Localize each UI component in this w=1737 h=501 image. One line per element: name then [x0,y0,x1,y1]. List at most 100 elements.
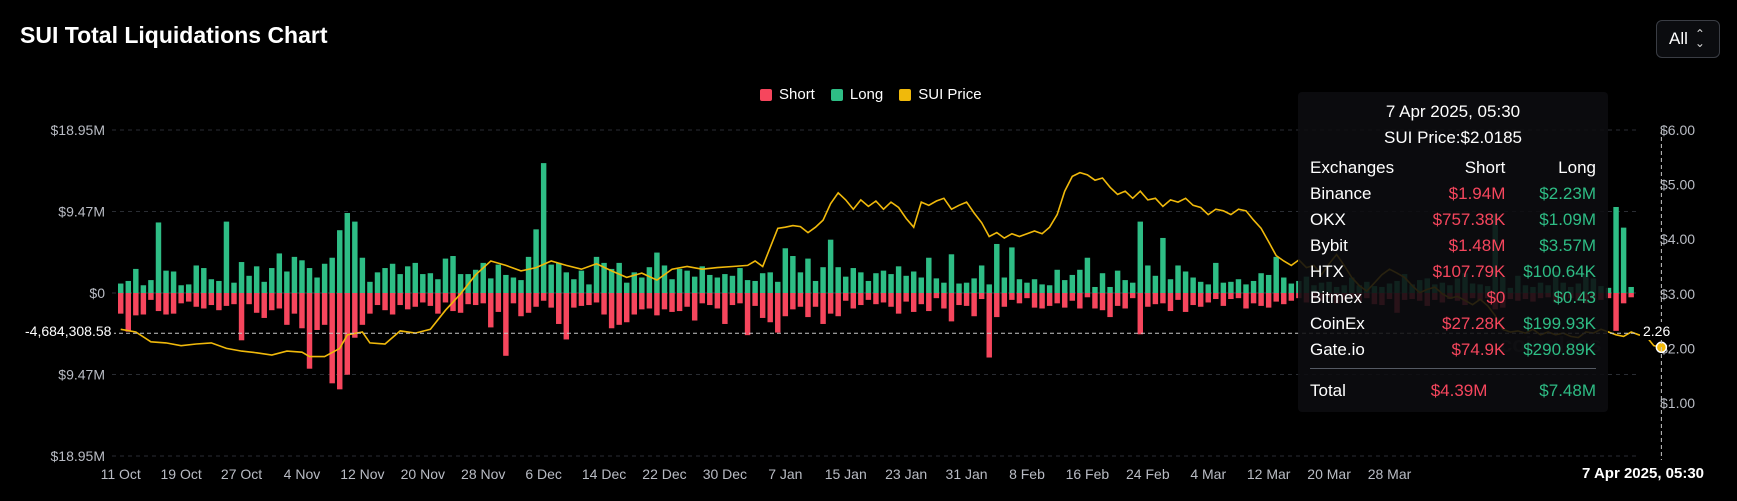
tooltip-total-table: Total $4.39M $7.48M [1310,377,1596,403]
long-bar [646,267,653,293]
long-bar [865,280,872,293]
short-bar [299,293,305,329]
legend-item-price[interactable]: SUI Price [899,86,982,103]
short-bar [525,293,532,313]
y-axis-left-tick: $9.47M [58,366,105,382]
short-bar [843,293,849,301]
long-bar [223,221,230,293]
long-bar [737,268,743,293]
x-axis-tick: 24 Feb [1126,466,1170,482]
crosshair-x-label: 7 Apr 2025, 05:30 [1576,463,1711,484]
long-bar [956,283,962,293]
long-bar [691,276,698,293]
short-bar [170,293,177,314]
short-bar [707,293,713,306]
short-bar [457,293,464,313]
short-bar [216,293,222,311]
tooltip-long: $100.64K [1523,261,1596,281]
long-bar [744,280,751,293]
short-bar [903,293,909,302]
long-bar [1009,247,1015,293]
long-bar [457,274,464,293]
short-bar [805,293,811,318]
x-axis-tick: 15 Jan [825,466,867,482]
y-axis-right-tick: $5.00 [1660,177,1695,193]
short-bar [1197,293,1204,307]
long-bar [284,271,290,293]
y-axis-right-tick: $6.00 [1660,122,1695,138]
long-bar [1069,274,1076,293]
short-bar [775,293,781,333]
short-bar [397,293,403,306]
short-bar [367,293,373,314]
long-bar [782,248,789,293]
long-bar [510,277,517,293]
long-bar [676,268,683,293]
legend-item-short[interactable]: Short [760,86,815,103]
x-axis-tick: 11 Oct [101,466,141,482]
short-bar [1265,293,1272,308]
y-axis-right-tick: $4.00 [1660,231,1695,247]
short-bar [646,293,653,309]
short-bar [767,293,773,323]
long-bar [903,275,909,293]
short-bar [1077,293,1083,309]
long-bar [601,262,607,293]
short-bar [556,293,562,324]
legend-label-price: SUI Price [918,86,982,103]
tooltip-exchange: CoinEx [1310,313,1365,333]
tooltip-total-long: $7.48M [1539,380,1596,400]
short-bar [1099,293,1106,311]
long-bar [133,268,139,293]
long-bar [359,257,366,293]
x-axis-tick: 20 Mar [1307,466,1351,482]
short-bar [223,293,230,306]
x-axis-tick: 12 Nov [340,466,384,482]
short-bar [1628,293,1634,298]
short-bar [337,293,343,390]
tooltip-row: HTX $107.79K $100.64K [1310,258,1596,284]
tooltip-total-label: Total [1310,380,1346,400]
short-bar [1062,293,1068,308]
short-bar [306,293,313,369]
short-bar [389,293,396,315]
long-bar [299,260,305,293]
long-bar [1001,277,1008,293]
y-axis-left-tick: $18.95M [51,122,105,138]
long-bar [488,278,494,293]
short-bar [1228,293,1234,300]
long-bar [1175,265,1181,293]
tooltip-header-long: Long [1558,157,1596,177]
short-bar [918,293,924,305]
long-bar [178,285,184,293]
short-bar [1288,293,1295,301]
long-bar [170,271,177,293]
short-bar [1167,293,1174,312]
long-bar [231,282,237,293]
short-bar [1130,293,1136,299]
short-bar [744,293,751,336]
long-bar [1628,286,1634,293]
long-bar [1258,273,1264,293]
long-bar [699,266,705,293]
long-bar [1137,221,1143,293]
short-bar [427,293,434,306]
long-bar [661,265,668,293]
long-bar [707,274,713,293]
chart-legend: Short Long SUI Price [760,86,982,103]
short-bar [888,293,894,307]
long-bar [397,274,403,293]
long-bar [503,274,509,293]
long-bar [480,262,486,293]
short-bar [858,293,864,306]
range-select[interactable]: All ⌃ ⌄ [1656,20,1720,58]
long-bar [1145,265,1151,293]
short-bar [722,293,728,324]
short-bar [654,293,660,316]
long-bar [1288,283,1295,293]
short-bar [601,293,607,315]
short-bar [963,293,970,306]
short-bar [956,293,962,306]
legend-item-long[interactable]: Long [830,86,883,103]
long-bar [216,280,222,293]
